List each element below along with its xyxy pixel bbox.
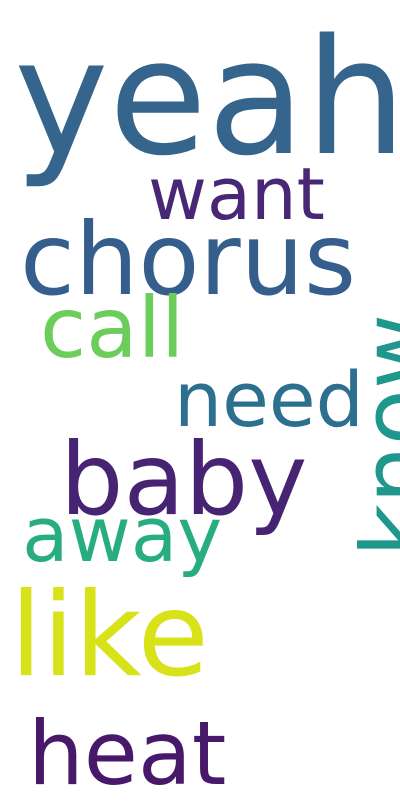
word-call: call [40, 279, 185, 377]
word-know: know [342, 313, 400, 557]
word-want: want [148, 152, 325, 236]
word-heat: heat [28, 702, 227, 805]
word-yeah: yeah [14, 4, 400, 191]
word-chorus: chorus [20, 201, 357, 318]
word-like: like [10, 568, 209, 703]
word-away: away [22, 490, 223, 579]
word-need: need [174, 355, 364, 444]
word-baby: baby [60, 421, 308, 538]
